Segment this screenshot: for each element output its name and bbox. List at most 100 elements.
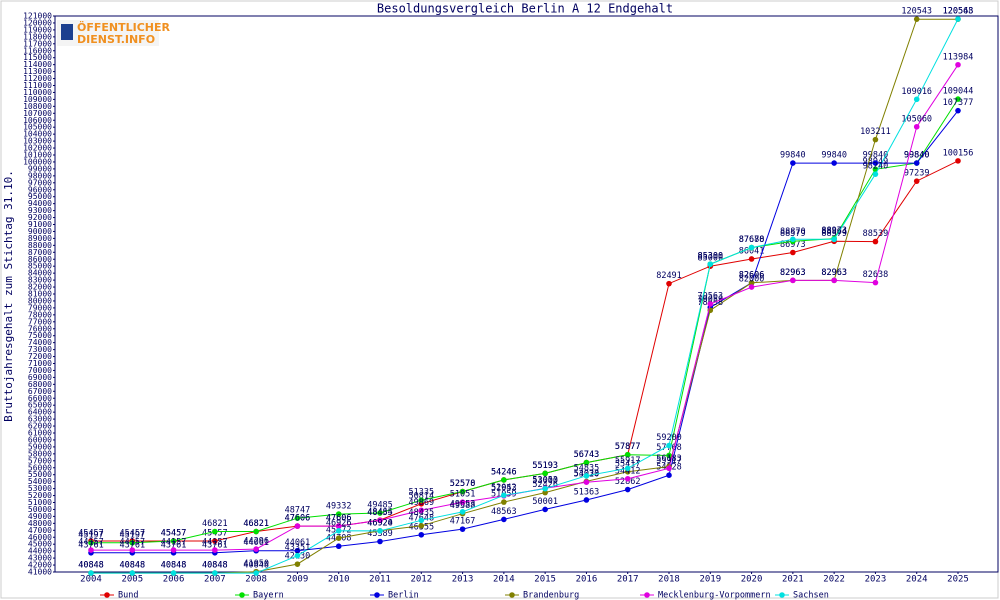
data-label: 40848	[78, 561, 104, 571]
y-tick-label: 73000	[28, 345, 52, 354]
y-tick-label: 98000	[28, 171, 52, 180]
data-label: 85300	[697, 252, 723, 262]
data-label: 52426	[532, 480, 558, 490]
point	[872, 171, 879, 177]
y-tick-label: 67000	[28, 387, 52, 396]
point	[624, 486, 631, 493]
x-tick-label: 2020	[741, 575, 763, 585]
point	[913, 16, 920, 22]
data-label: 44157	[202, 538, 228, 548]
point	[501, 477, 507, 483]
data-label: 47606	[326, 514, 352, 524]
point	[294, 523, 301, 529]
data-label: 46920	[367, 518, 393, 528]
series: 44157 44157 44157 44157 44296 47606 47606 48435…	[78, 52, 973, 600]
point	[955, 61, 961, 68]
data-label: 40848	[161, 561, 187, 571]
x-tick-label: 2008	[245, 575, 267, 585]
line	[91, 110, 959, 554]
point	[872, 160, 879, 166]
x-tick-label: 2012	[410, 575, 432, 585]
x-tick-label: 2013	[452, 575, 474, 585]
data-label: 82606	[739, 270, 765, 280]
data-label: 44157	[119, 538, 145, 548]
data-label: 45457	[78, 529, 104, 539]
point	[624, 465, 631, 472]
y-tick-label: 83000	[28, 276, 52, 285]
point	[666, 280, 672, 287]
data-label: 82963	[821, 268, 847, 278]
data-label: 51953	[491, 483, 517, 493]
point	[501, 516, 507, 523]
point	[913, 123, 920, 130]
y-tick-label: 90000	[28, 227, 52, 236]
point	[872, 136, 879, 143]
point	[294, 547, 301, 554]
y-tick-label: 54000	[28, 477, 52, 486]
point	[377, 517, 383, 524]
data-label: 49485	[367, 501, 393, 511]
line	[91, 160, 959, 542]
legend-marker	[104, 592, 110, 598]
y-tick-label: 85000	[28, 262, 52, 271]
point	[913, 96, 920, 103]
data-label: 59200	[656, 433, 682, 443]
point	[253, 528, 259, 535]
point	[129, 570, 136, 576]
y-tick-label: 53000	[28, 484, 52, 493]
data-label: 51335	[408, 488, 434, 498]
data-label: 45457	[161, 529, 187, 539]
point	[583, 473, 590, 479]
point	[831, 236, 837, 243]
y-tick-label: 42000	[28, 561, 52, 570]
data-label: 51051	[450, 490, 476, 500]
logo-icon	[61, 24, 73, 40]
data-label: 107377	[943, 98, 974, 108]
data-label: 44061	[243, 538, 269, 548]
y-tick-label: 103000	[23, 137, 52, 146]
y-tick-label: 80000	[28, 296, 52, 305]
point	[170, 547, 177, 553]
point	[377, 528, 383, 534]
y-tick-label: 86000	[28, 255, 52, 264]
data-label: 105060	[901, 114, 932, 124]
data-label: 44296	[243, 537, 269, 547]
x-tick-label: 2017	[617, 575, 639, 585]
point	[129, 540, 136, 546]
data-label: 55917	[615, 456, 641, 466]
data-label: 54246	[491, 467, 517, 477]
x-tick-label: 2011	[369, 575, 391, 585]
y-tick-label: 51000	[28, 498, 52, 507]
y-tick-label: 76000	[28, 324, 52, 333]
data-label: 54246	[491, 467, 517, 477]
y-tick-label: 74000	[28, 338, 52, 347]
data-label: 48435	[408, 508, 434, 518]
data-label: 86041	[739, 246, 765, 256]
point	[872, 238, 879, 245]
point	[294, 552, 301, 559]
chart-title: Besoldungsvergleich Berlin A 12 Endgehal…	[377, 2, 673, 16]
data-label: 55193	[532, 461, 558, 471]
y-tick-label: 84000	[28, 269, 52, 278]
y-tick-label: 70000	[28, 366, 52, 375]
x-tick-label: 2016	[576, 575, 598, 585]
y-tick-label: 110000	[23, 88, 52, 97]
y-tick-label: 81000	[28, 290, 52, 299]
data-label: 52578	[450, 479, 476, 489]
y-tick-label: 75000	[28, 331, 52, 340]
point	[377, 538, 383, 545]
point	[418, 497, 425, 503]
y-tick-label: 121000	[23, 12, 52, 21]
legend-label: Mecklenburg-Vorpommern	[658, 591, 771, 600]
point	[294, 561, 301, 567]
data-label: 45389	[367, 529, 393, 539]
point	[170, 538, 177, 544]
y-tick-label: 59000	[28, 442, 52, 451]
point	[790, 160, 796, 166]
point	[955, 96, 961, 102]
y-tick-label: 116000	[23, 46, 52, 55]
point	[335, 511, 342, 517]
legend-label: Berlin	[388, 591, 419, 600]
y-tick-label: 69000	[28, 373, 52, 382]
y-axis-title: Bruttojahresgehalt zum Stichtag 31.10.	[2, 170, 15, 422]
